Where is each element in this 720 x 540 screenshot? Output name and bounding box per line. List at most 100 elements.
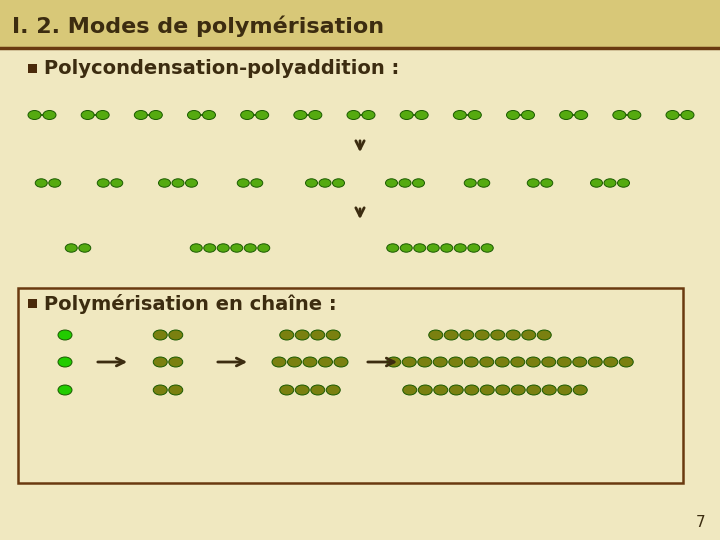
Ellipse shape	[202, 111, 215, 119]
Ellipse shape	[190, 244, 202, 252]
Ellipse shape	[468, 244, 480, 252]
Ellipse shape	[385, 179, 397, 187]
Ellipse shape	[613, 111, 626, 119]
Ellipse shape	[97, 179, 109, 187]
Ellipse shape	[295, 385, 310, 395]
Ellipse shape	[590, 179, 603, 187]
Ellipse shape	[454, 244, 467, 252]
Bar	[18, 288, 683, 483]
Ellipse shape	[400, 111, 413, 119]
Ellipse shape	[81, 111, 94, 119]
Ellipse shape	[256, 111, 269, 119]
Ellipse shape	[527, 385, 541, 395]
Ellipse shape	[418, 357, 432, 367]
Ellipse shape	[78, 244, 91, 252]
Ellipse shape	[158, 179, 171, 187]
Ellipse shape	[217, 244, 229, 252]
Ellipse shape	[527, 179, 539, 187]
Ellipse shape	[495, 357, 509, 367]
Ellipse shape	[319, 179, 331, 187]
Ellipse shape	[58, 330, 72, 340]
Ellipse shape	[464, 357, 478, 367]
Ellipse shape	[187, 111, 200, 119]
Ellipse shape	[294, 111, 307, 119]
Ellipse shape	[168, 357, 183, 367]
Ellipse shape	[681, 111, 694, 119]
Ellipse shape	[238, 179, 249, 187]
Ellipse shape	[204, 244, 216, 252]
Ellipse shape	[666, 111, 679, 119]
Ellipse shape	[441, 244, 453, 252]
Ellipse shape	[418, 385, 432, 395]
Ellipse shape	[311, 330, 325, 340]
Ellipse shape	[491, 330, 505, 340]
Ellipse shape	[511, 385, 526, 395]
Ellipse shape	[557, 357, 571, 367]
Ellipse shape	[496, 385, 510, 395]
Ellipse shape	[464, 179, 476, 187]
Ellipse shape	[311, 385, 325, 395]
Ellipse shape	[387, 357, 401, 367]
Ellipse shape	[230, 244, 243, 252]
Ellipse shape	[305, 179, 318, 187]
Ellipse shape	[347, 111, 360, 119]
Ellipse shape	[58, 357, 72, 367]
Ellipse shape	[240, 111, 253, 119]
Ellipse shape	[58, 385, 72, 395]
Ellipse shape	[153, 330, 167, 340]
Ellipse shape	[575, 111, 588, 119]
Ellipse shape	[334, 357, 348, 367]
Ellipse shape	[272, 357, 286, 367]
Ellipse shape	[402, 385, 417, 395]
Ellipse shape	[168, 330, 183, 340]
Text: Polycondensation-polyaddition :: Polycondensation-polyaddition :	[44, 59, 400, 78]
Text: Polymérisation en chaîne :: Polymérisation en chaîne :	[44, 294, 337, 314]
Ellipse shape	[318, 357, 333, 367]
Ellipse shape	[303, 357, 317, 367]
Ellipse shape	[542, 385, 557, 395]
Ellipse shape	[186, 179, 197, 187]
Ellipse shape	[558, 385, 572, 395]
Ellipse shape	[537, 330, 552, 340]
Ellipse shape	[464, 385, 479, 395]
Ellipse shape	[66, 244, 77, 252]
Ellipse shape	[415, 111, 428, 119]
Ellipse shape	[449, 385, 463, 395]
Ellipse shape	[400, 244, 413, 252]
Ellipse shape	[481, 244, 493, 252]
Ellipse shape	[28, 111, 41, 119]
Ellipse shape	[510, 357, 525, 367]
Ellipse shape	[251, 179, 263, 187]
Ellipse shape	[480, 385, 494, 395]
Ellipse shape	[506, 330, 521, 340]
Ellipse shape	[526, 357, 540, 367]
Bar	[0, 0, 720, 48]
Ellipse shape	[96, 111, 109, 119]
Ellipse shape	[149, 111, 162, 119]
Ellipse shape	[468, 111, 482, 119]
Ellipse shape	[402, 357, 416, 367]
Ellipse shape	[413, 179, 425, 187]
Ellipse shape	[478, 179, 490, 187]
Ellipse shape	[43, 111, 56, 119]
Ellipse shape	[295, 330, 310, 340]
Ellipse shape	[604, 357, 618, 367]
Ellipse shape	[280, 330, 294, 340]
Ellipse shape	[460, 330, 474, 340]
Ellipse shape	[506, 111, 520, 119]
Ellipse shape	[444, 330, 458, 340]
Ellipse shape	[326, 330, 341, 340]
Ellipse shape	[541, 357, 556, 367]
Ellipse shape	[521, 111, 534, 119]
Ellipse shape	[280, 385, 294, 395]
Ellipse shape	[135, 111, 148, 119]
Ellipse shape	[628, 111, 641, 119]
Ellipse shape	[619, 357, 634, 367]
Ellipse shape	[454, 111, 467, 119]
Ellipse shape	[428, 330, 443, 340]
Ellipse shape	[326, 385, 341, 395]
Ellipse shape	[399, 179, 411, 187]
Ellipse shape	[387, 244, 399, 252]
Text: 7: 7	[696, 515, 705, 530]
Ellipse shape	[244, 244, 256, 252]
